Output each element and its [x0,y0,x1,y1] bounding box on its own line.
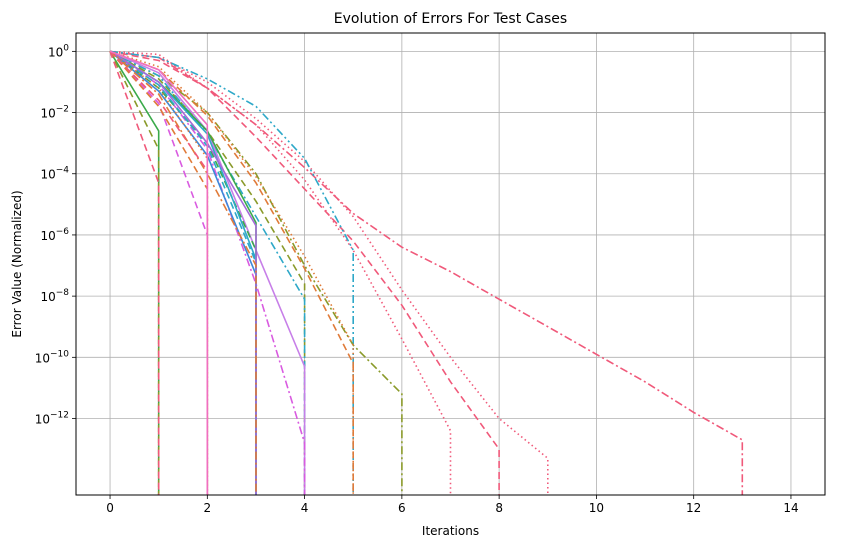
y-tick-label: 10−8 [40,288,69,304]
series-line [109,50,160,495]
y-axis-label: Error Value (Normalized) [10,190,24,337]
y-tick-label: 10−2 [40,105,69,121]
series-line [109,50,306,495]
series-line [109,50,209,495]
series-line [109,50,500,495]
plot-frame [75,32,826,496]
y-tick-label: 10−12 [35,411,69,427]
series-line [109,51,160,495]
series-line [109,50,355,495]
series-line [109,50,257,495]
x-axis-label: Iterations [422,524,479,538]
y-tick-label: 100 [48,43,69,59]
x-tick-label: 14 [783,501,798,515]
x-tick-label: 2 [203,501,211,515]
x-tick-label: 4 [301,501,309,515]
chart-title: Evolution of Errors For Test Cases [334,11,567,27]
y-tick-label: 10−10 [35,349,70,365]
y-tick-label: 10−6 [40,227,69,243]
series-line [109,50,209,495]
ticks: 0 2 4 6 8 10 12 14 100 10−2 10−4 10−6 10−8 10−10 10−12 [35,43,799,515]
x-tick-label: 12 [686,501,701,515]
series-line [109,50,209,495]
series-line [109,51,160,495]
series-lines [109,50,744,495]
y-tick-label: 10−4 [40,166,69,182]
x-tick-label: 8 [495,501,503,515]
series-line [109,50,257,495]
series-line [109,50,549,495]
x-tick-label: 10 [589,501,604,515]
series-line [109,50,452,495]
series-line [109,50,744,495]
x-tick-label: 0 [106,501,114,515]
x-tick-label: 6 [398,501,406,515]
series-line [109,50,306,495]
series-line [109,50,355,495]
series-line [109,50,355,495]
